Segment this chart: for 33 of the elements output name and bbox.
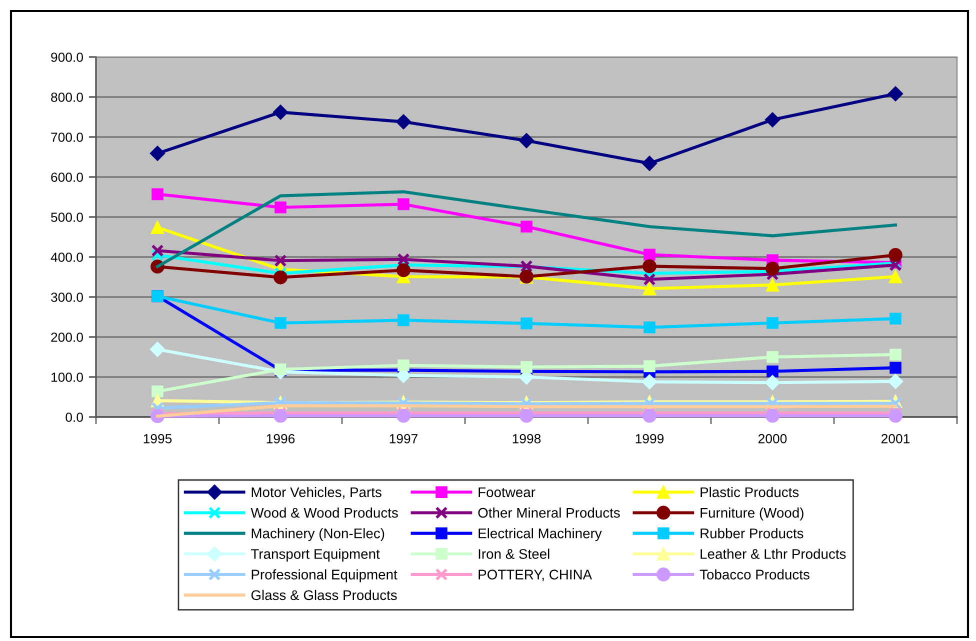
legend-label: Tobacco Products [700,569,810,580]
x-tick-label: 1995 [144,434,172,444]
legend-label: Wood & Wood Products [250,508,398,518]
legend-label: Professional Equipment [252,569,398,582]
legend-label: Transport Equipment [251,548,380,562]
y-tick-label: 700.0 [51,132,83,142]
y-tick-label: 800.0 [51,92,83,102]
legend-label: Leather & Lthr Products [700,548,846,559]
y-tick-label: 300.0 [50,292,83,302]
legend-label: Iron & Steel [478,548,550,559]
y-tick-label: 600.0 [51,172,83,182]
legend-label: Plastic Products [700,486,799,498]
x-tick-label: 2000 [758,434,787,444]
legend-label: Rubber Products [700,528,804,538]
y-tick-label: 400.0 [50,252,83,262]
legend-label: Glass & Glass Products [251,590,397,600]
y-tick-label: 900.0 [51,52,83,62]
legend-label: Motor Vehicles, Parts [252,486,382,499]
legend-label: Other Mineral Products [478,508,620,518]
legend-label: POTTERY, CHINA [478,570,592,582]
x-tick-label: 1999 [636,434,664,444]
y-tick-label: 500.0 [51,212,83,222]
legend-label: Footwear [478,487,536,498]
y-tick-label: 0.0 [66,412,83,422]
legend-label: Furniture (Wood) [700,508,804,520]
y-tick-label: 200.0 [51,332,83,342]
x-tick-label: 1996 [266,434,295,444]
y-tick-label: 100.0 [51,372,83,382]
x-tick-label: 2001 [881,434,910,444]
legend-label: Machinery (Non-Elec) [252,528,384,542]
legend-label: Electrical Machinery [478,528,602,542]
x-tick-label: 1998 [512,434,541,444]
x-tick-label: 1997 [390,434,418,444]
